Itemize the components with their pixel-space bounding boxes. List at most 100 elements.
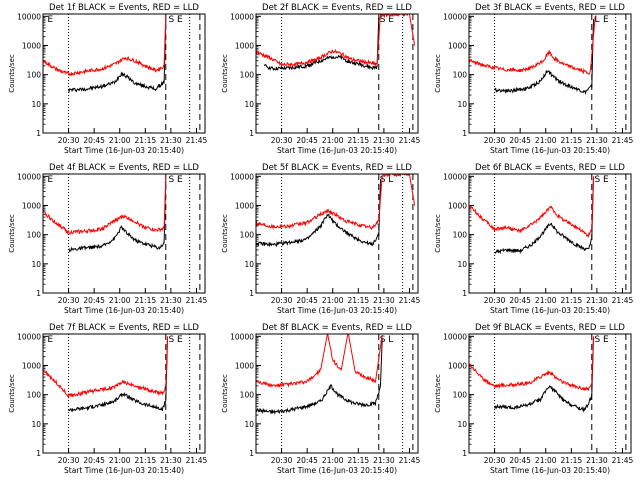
x-axis-label: Start Time (16-Jun-03 20:15:40) [277, 466, 397, 475]
x-tick-label: 21:45 [186, 456, 208, 465]
y-tick-label: 1000 [448, 41, 467, 50]
x-tick-label: 21:45 [399, 296, 421, 305]
x-axis-label: Start Time (16-Jun-03 20:15:40) [490, 146, 610, 155]
x-tick-label: 21:15 [348, 296, 370, 305]
series-line-events [68, 339, 168, 413]
y-axis-label: Counts/sec [434, 374, 442, 413]
x-tick-label: 20:45 [296, 456, 318, 465]
y-tick-label: 1 [249, 129, 254, 138]
x-axis-label: Start Time (16-Jun-03 20:15:40) [64, 466, 184, 475]
y-axis-label: Counts/sec [8, 214, 16, 253]
x-tick-label: 21:00 [535, 136, 557, 145]
chart-svg: Det 5f BLACK = Events, RED = LLD 1 10 100 10… [221, 163, 421, 315]
chart-title: Det 1f BLACK = Events, RED = LLD [49, 3, 199, 13]
x-tick-label: 20:45 [83, 296, 105, 305]
marker-label: E [47, 175, 53, 185]
x-axis-label: Start Time (16-Jun-03 20:15:40) [64, 306, 184, 315]
marker-label: E [603, 335, 609, 345]
series-line-events [256, 179, 381, 248]
plot-frame [468, 173, 632, 294]
y-tick-label: 10000 [230, 172, 254, 181]
marker-label: L [388, 175, 393, 185]
x-tick-label: 20:45 [509, 296, 531, 305]
x-tick-label: 21:00 [109, 136, 131, 145]
chart-title: Det 9f BLACK = Events, RED = LLD [475, 323, 625, 333]
x-tick-label: 20:30 [271, 456, 293, 465]
plot-frame [255, 333, 419, 454]
x-tick-label: 21:45 [612, 136, 634, 145]
y-tick-label: 1 [249, 449, 254, 458]
x-tick-label: 21:30 [586, 296, 608, 305]
x-tick-label: 20:45 [296, 136, 318, 145]
y-tick-label: 100 [453, 391, 468, 400]
x-tick-label: 21:30 [373, 456, 395, 465]
x-tick-label: 20:45 [296, 296, 318, 305]
chart-title: Det 4f BLACK = Events, RED = LLD [49, 163, 199, 173]
x-tick-label: 20:30 [58, 456, 80, 465]
y-tick-label: 10 [244, 100, 254, 109]
x-tick-label: 21:30 [160, 136, 182, 145]
y-tick-label: 1000 [235, 361, 254, 370]
y-tick-label: 100 [240, 231, 255, 240]
x-tick-label: 20:30 [58, 296, 80, 305]
chart-panel-det-9f: Det 9f BLACK = Events, RED = LLD 1 10 100 10… [426, 320, 639, 480]
x-tick-label: 20:30 [58, 136, 80, 145]
y-tick-label: 10000 [443, 332, 467, 341]
y-axis-label: Counts/sec [434, 54, 442, 93]
y-tick-label: 100 [27, 391, 42, 400]
chart-panel-det-7f: Det 7f BLACK = Events, RED = LLD 1 10 100 10… [0, 320, 213, 480]
x-tick-label: 21:15 [561, 296, 583, 305]
x-tick-label: 21:45 [612, 296, 634, 305]
y-tick-label: 100 [240, 71, 255, 80]
x-tick-label: 21:00 [535, 456, 557, 465]
x-tick-label: 21:00 [109, 456, 131, 465]
y-tick-label: 10000 [17, 12, 41, 21]
marker-label: E [177, 15, 183, 25]
x-axis-label: Start Time (16-Jun-03 20:15:40) [277, 146, 397, 155]
series-line-events [494, 177, 594, 255]
y-tick-label: 1000 [235, 41, 254, 50]
x-tick-label: 21:30 [373, 296, 395, 305]
marker-label: E [177, 335, 183, 345]
x-tick-label: 20:30 [271, 296, 293, 305]
plot-frame [255, 13, 419, 134]
x-tick-label: 21:15 [561, 456, 583, 465]
y-tick-label: 1 [462, 289, 467, 298]
chart-svg: Det 7f BLACK = Events, RED = LLD 1 10 100 10… [8, 323, 208, 475]
x-tick-label: 21:00 [322, 296, 344, 305]
y-axis-label: Counts/sec [8, 54, 16, 93]
y-tick-label: 100 [27, 231, 42, 240]
series-line-lld [256, 334, 383, 389]
series-line-lld [469, 16, 596, 75]
chart-panel-det-4f: Det 4f BLACK = Events, RED = LLD 1 10 100 10… [0, 160, 213, 320]
x-tick-label: 21:30 [160, 296, 182, 305]
marker-label: S [380, 15, 386, 25]
chart-svg: Det 4f BLACK = Events, RED = LLD 1 10 100 10… [8, 163, 208, 315]
chart-title: Det 6f BLACK = Events, RED = LLD [475, 163, 625, 173]
series-line-events [256, 339, 383, 416]
chart-title: Det 2f BLACK = Events, RED = LLD [262, 3, 412, 13]
x-tick-label: 21:00 [322, 136, 344, 145]
y-tick-label: 10000 [230, 12, 254, 21]
chart-title: Det 8f BLACK = Events, RED = LLD [262, 323, 412, 333]
y-tick-label: 10 [31, 420, 41, 429]
x-tick-label: 20:30 [484, 136, 506, 145]
y-axis-label: Counts/sec [221, 54, 229, 93]
x-axis-label: Start Time (16-Jun-03 20:15:40) [64, 146, 184, 155]
x-tick-label: 21:30 [586, 136, 608, 145]
plot-frame [42, 173, 206, 294]
marker-label: E [603, 15, 609, 25]
x-tick-label: 21:00 [322, 456, 344, 465]
x-tick-label: 21:15 [135, 136, 157, 145]
series-line-events [68, 19, 167, 94]
chart-panel-det-5f: Det 5f BLACK = Events, RED = LLD 1 10 100 10… [213, 160, 426, 320]
x-tick-label: 20:45 [83, 136, 105, 145]
y-tick-label: 100 [453, 71, 468, 80]
y-tick-label: 10 [31, 100, 41, 109]
y-tick-label: 10000 [443, 12, 467, 21]
y-tick-label: 1 [462, 129, 467, 138]
y-tick-label: 1000 [22, 361, 41, 370]
x-tick-label: 21:15 [135, 456, 157, 465]
y-axis-label: Counts/sec [221, 374, 229, 413]
